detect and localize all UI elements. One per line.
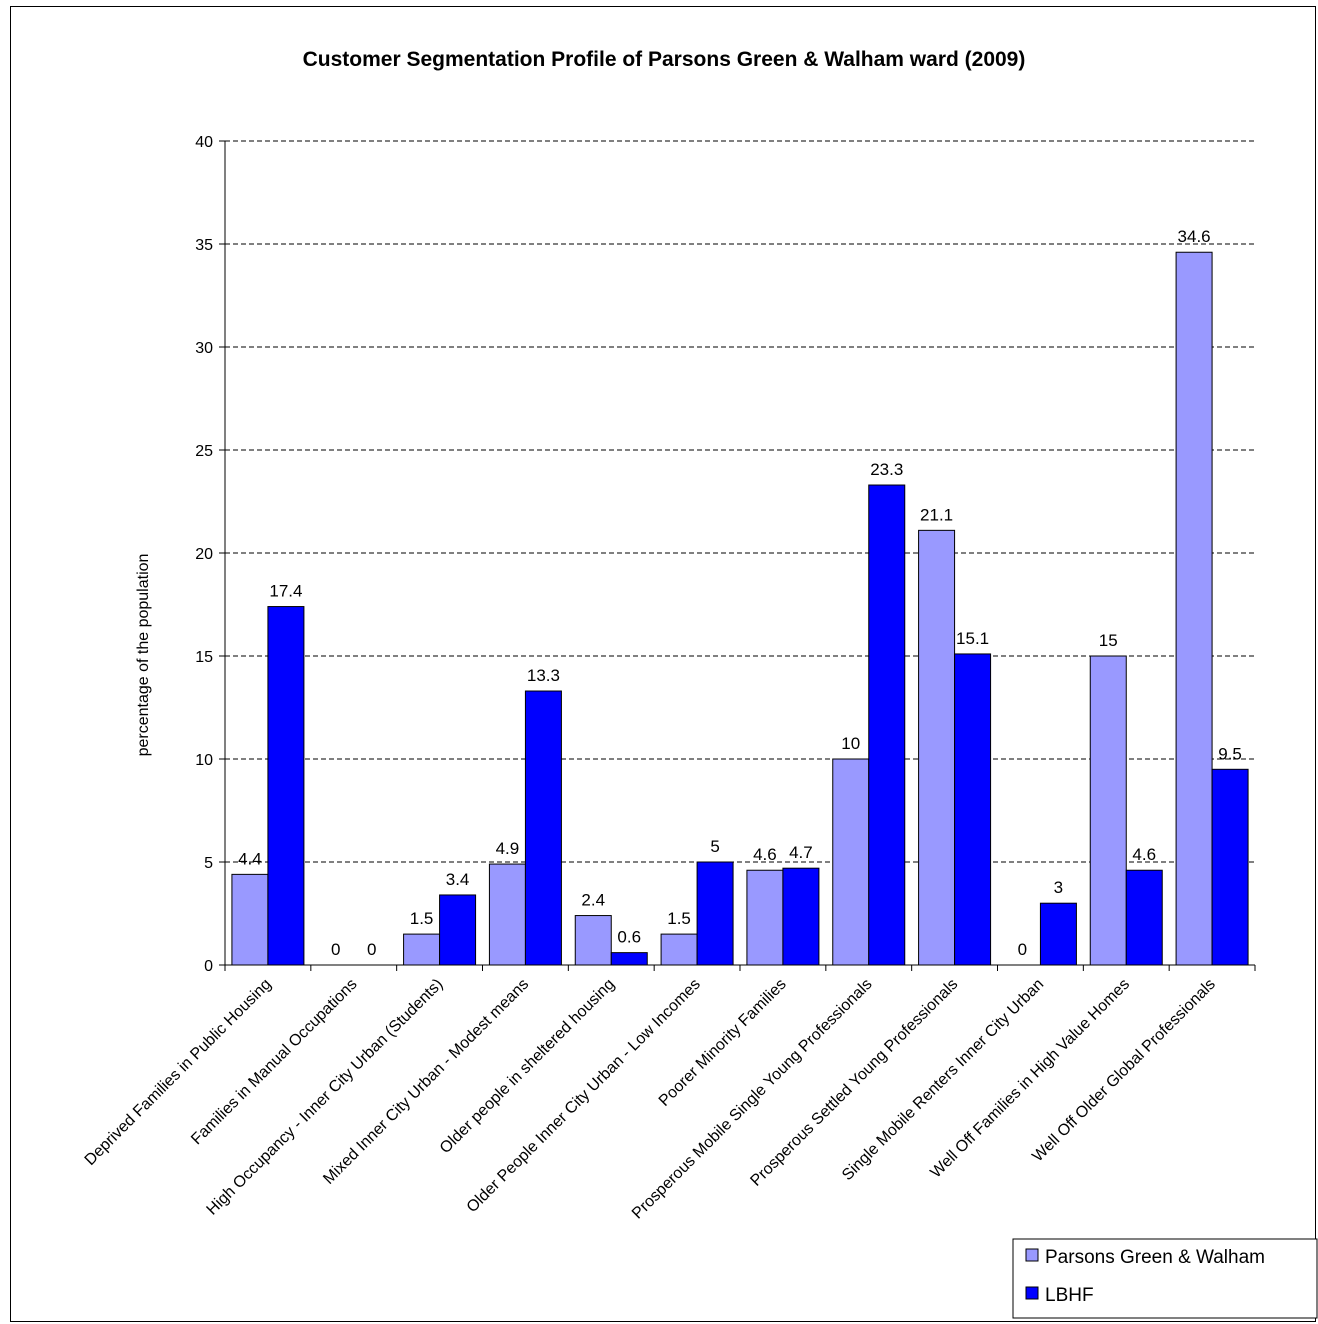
category-label: Well Off Families in High Value Homes: [927, 976, 1133, 1182]
y-axis-label: percentage of the population: [135, 554, 152, 757]
legend: Parsons Green & Walham LBHF: [1012, 1238, 1318, 1319]
y-tick-label: 10: [195, 752, 213, 769]
category-label: Deprived Families in Public Housing: [82, 976, 275, 1169]
bar-lbhf: [439, 894, 477, 966]
data-label: 4.9: [496, 839, 520, 858]
chart-frame: [10, 6, 1316, 1322]
data-label: 4.6: [753, 845, 777, 864]
bar-lbhf: [1039, 902, 1077, 966]
bar-lbhf: [1211, 768, 1249, 966]
data-label: 15: [1099, 631, 1118, 650]
category-label: Older people in sheltered housing: [437, 976, 618, 1157]
gridlines: [225, 140, 1255, 863]
bar-lbhf: [1125, 869, 1163, 966]
y-tick-label: 30: [195, 340, 213, 357]
data-label: 10: [841, 734, 860, 753]
data-label: 4.7: [789, 843, 813, 862]
bar-lbhf: [267, 606, 305, 966]
bar-parsons-green: [488, 863, 526, 966]
bar-lbhf: [782, 867, 820, 966]
bar-lbhf: [524, 690, 562, 966]
data-label: 3.4: [446, 870, 470, 889]
legend-box: [1012, 1238, 1318, 1319]
bar-lbhf: [696, 861, 734, 966]
data-label: 9.5: [1218, 744, 1242, 763]
data-label: 0: [1018, 940, 1027, 959]
legend-label-lbhf: LBHF: [1045, 1285, 1094, 1306]
legend-swatch-lbhf: [1025, 1286, 1039, 1300]
bar-lbhf: [954, 653, 992, 966]
legend-label-parsons-green: Parsons Green & Walham: [1045, 1247, 1265, 1268]
legend-swatch-parsons-green: [1025, 1248, 1039, 1262]
bar-parsons-green: [660, 933, 698, 966]
data-label: 2.4: [581, 891, 605, 910]
data-label: 4.4: [238, 849, 262, 868]
data-label: 0.6: [617, 928, 641, 947]
data-labels: 4.401.54.92.41.54.61021.101534.617.403.4…: [238, 227, 1242, 959]
bar-parsons-green: [832, 758, 870, 966]
y-tick-label: 25: [195, 443, 213, 460]
y-tick-label: 35: [195, 237, 213, 254]
bar-parsons-green: [403, 933, 441, 966]
bars: [231, 251, 1249, 966]
data-label: 15.1: [956, 629, 989, 648]
chart-title: Customer Segmentation Profile of Parsons…: [303, 48, 1026, 71]
y-axis-ticks: 0 5 10 15 20 25 30 35 40: [195, 134, 225, 975]
bar-parsons-green: [918, 529, 956, 966]
bar-parsons-green: [231, 873, 269, 966]
data-label: 1.5: [410, 909, 434, 928]
data-label: 4.6: [1132, 845, 1156, 864]
bar-lbhf: [610, 952, 648, 966]
y-tick-label: 40: [195, 134, 213, 151]
bar-parsons-green: [574, 915, 612, 966]
data-label: 13.3: [527, 666, 560, 685]
data-label: 17.4: [269, 582, 302, 601]
y-tick-label: 20: [195, 546, 213, 563]
data-label: 0: [331, 940, 340, 959]
data-label: 23.3: [870, 460, 903, 479]
category-label: Families in Manual Occupations: [188, 976, 360, 1148]
category-label: Well Off Older Global Professionals: [1029, 976, 1219, 1166]
bar-lbhf: [868, 484, 906, 966]
data-label: 0: [367, 940, 376, 959]
data-label: 5: [710, 837, 719, 856]
y-tick-label: 0: [204, 958, 213, 975]
category-labels: Deprived Families in Public HousingFamil…: [82, 976, 1219, 1223]
data-label: 21.1: [920, 505, 953, 524]
bar-parsons-green: [1089, 655, 1127, 966]
bar-parsons-green: [1175, 251, 1213, 966]
y-tick-label: 5: [204, 855, 213, 872]
data-label: 3: [1054, 878, 1063, 897]
data-label: 1.5: [667, 909, 691, 928]
data-label: 34.6: [1178, 227, 1211, 246]
y-tick-label: 15: [195, 649, 213, 666]
bar-parsons-green: [746, 869, 784, 966]
